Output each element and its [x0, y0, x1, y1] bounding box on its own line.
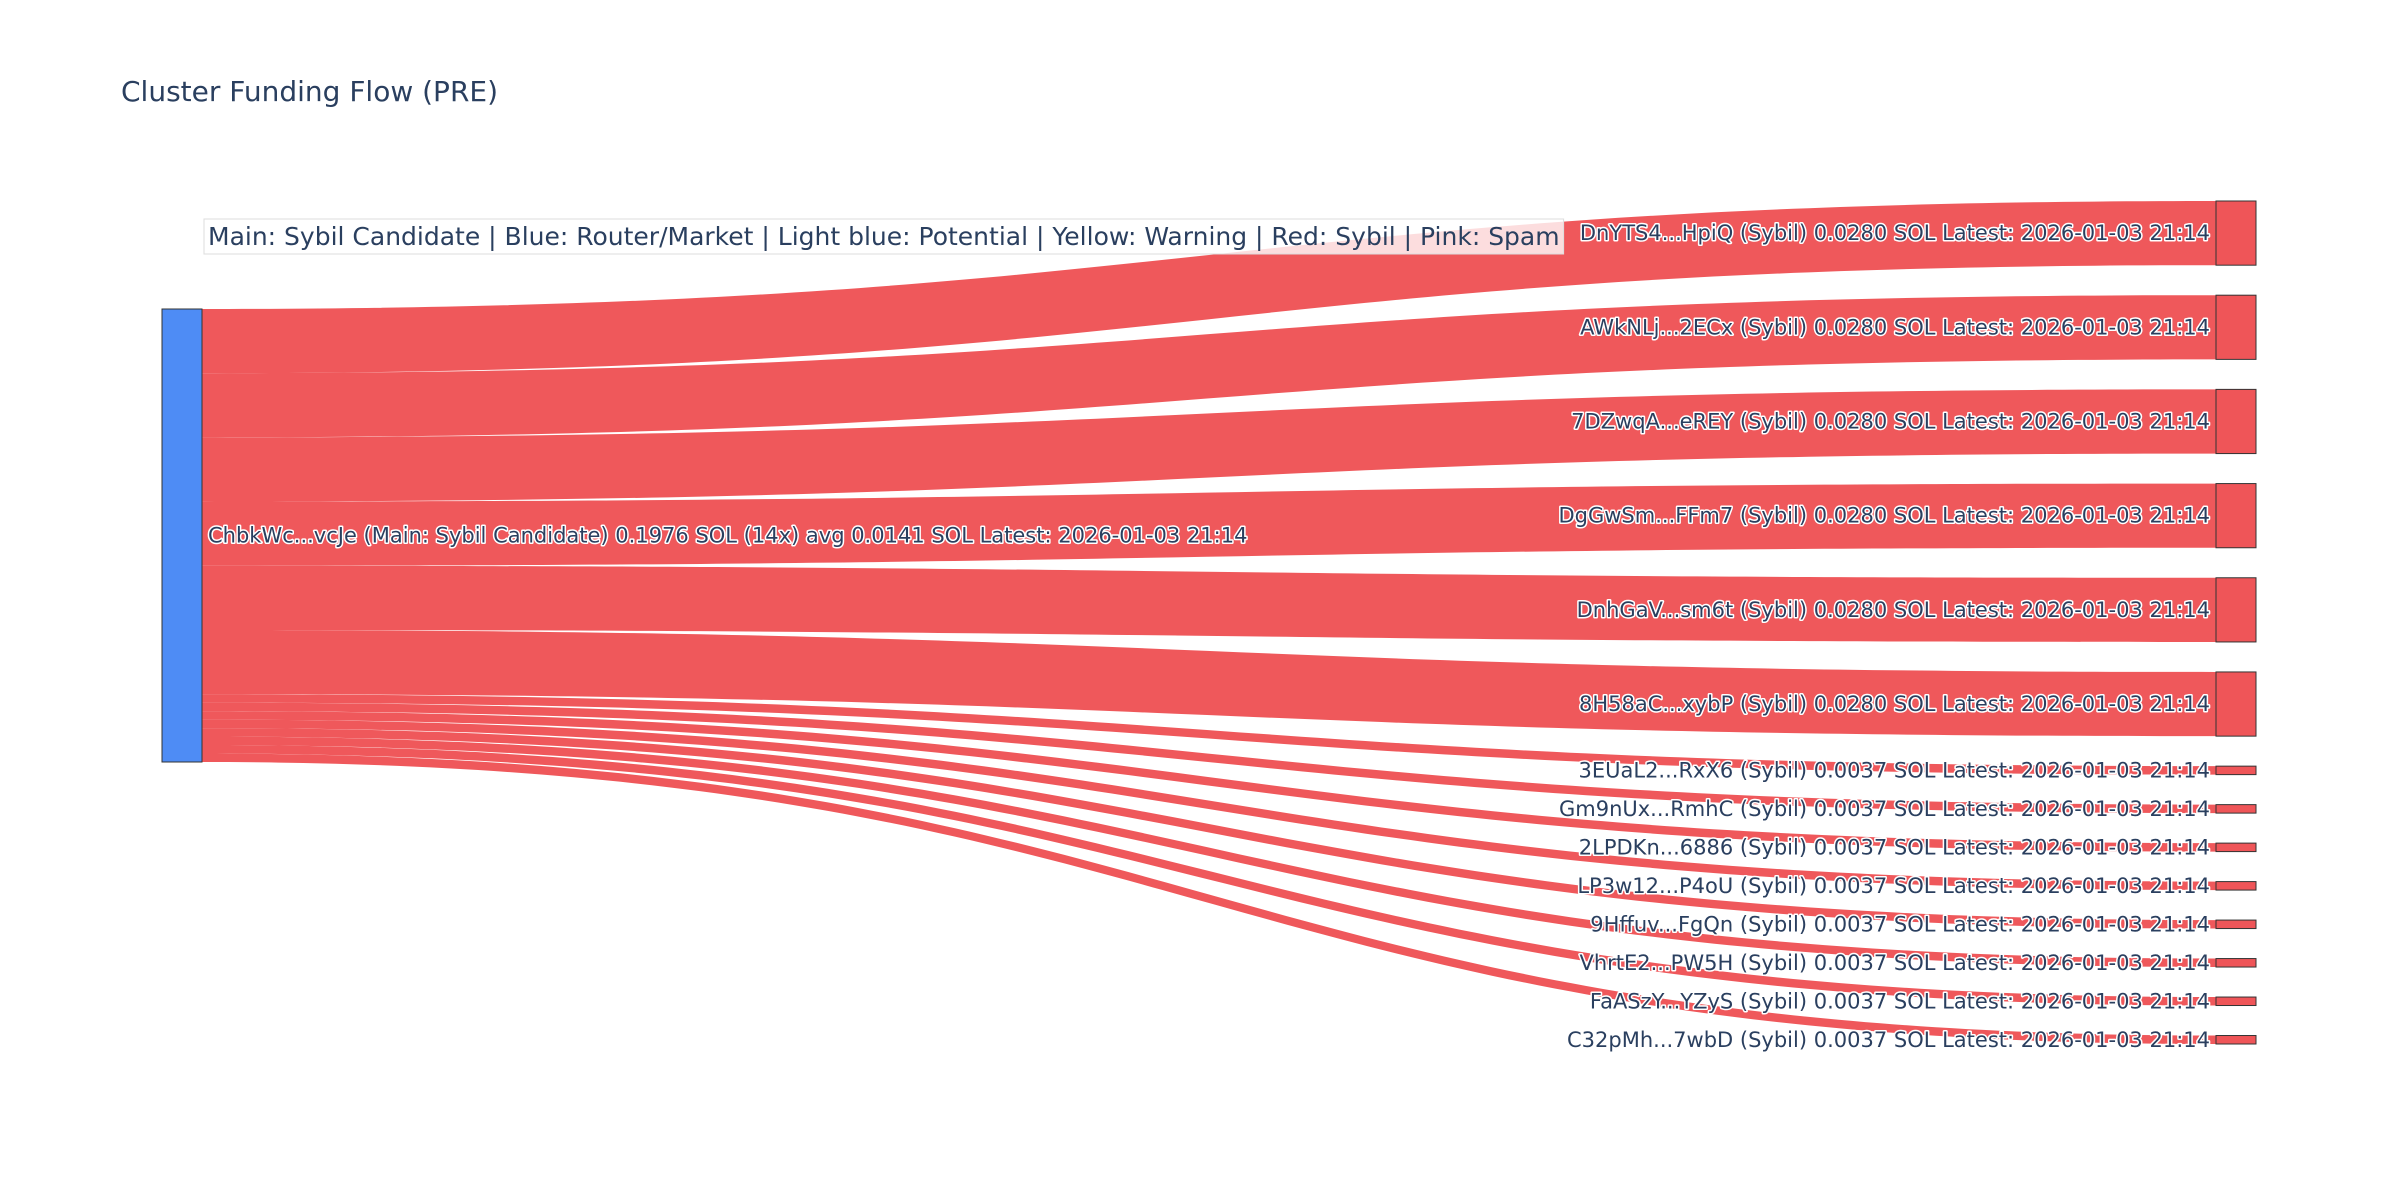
flow-link-c32pmh7wbd[interactable] [202, 753, 2216, 1044]
flow-link-vhrte2pw5h[interactable] [202, 736, 2216, 968]
target-node-7dzwqaerey[interactable] [2215, 388, 2257, 455]
target-node-label: FaASzY...YZyS (Sybil) 0.0037 SOL Latest:… [1590, 989, 2210, 1013]
labels-layer: ChbkWc...vcJe (Main: Sybil Candidate) 0.… [207, 220, 2212, 1054]
flow-link-7dzwqaerey[interactable] [202, 389, 2216, 502]
flow-link-gm9nuxrmhc[interactable] [202, 702, 2216, 814]
target-node-2lpdkn6886[interactable] [2215, 842, 2257, 853]
target-node-dnhgavsm6t[interactable] [2215, 577, 2257, 643]
target-node-c32pmh7wbd[interactable] [2215, 1035, 2257, 1045]
flow-link-awknlj2ecx[interactable] [202, 295, 2216, 438]
target-node-awknlj2ecx[interactable] [2215, 294, 2257, 360]
target-node-lp3w12p4ou[interactable] [2215, 881, 2257, 891]
target-node-label: DgGwSm...FFm7 (Sybil) 0.0280 SOL Latest:… [1558, 504, 2210, 528]
flow-link-dnhgavsm6t[interactable] [202, 565, 2216, 642]
legend-annotation-box [203, 218, 1565, 255]
flow-link-3eual2rxx6[interactable] [202, 694, 2216, 775]
source-node-chbkwcvcje[interactable] [161, 308, 203, 763]
flow-link-dggwsmffm7[interactable] [202, 483, 2216, 566]
chart-title: Cluster Funding Flow (PRE) [121, 75, 498, 108]
target-node-label: Gm9nUx...RmhC (Sybil) 0.0037 SOL Latest:… [1559, 797, 2210, 821]
nodes-layer [161, 200, 2257, 1045]
target-node-dnyts4hpiq[interactable] [2215, 200, 2257, 266]
flow-link-8h58acxybp[interactable] [202, 629, 2216, 737]
target-node-3eual2rxx6[interactable] [2215, 765, 2257, 776]
flow-link-dnyts4hpiq[interactable] [202, 201, 2216, 374]
target-node-8h58acxybp[interactable] [2215, 671, 2257, 737]
target-node-label: AWkNLj...2ECx (Sybil) 0.0280 SOL Latest:… [1580, 315, 2210, 339]
target-node-label: VhrtE2...PW5H (Sybil) 0.0037 SOL Latest:… [1579, 951, 2210, 975]
target-node-faaszyyzys[interactable] [2215, 996, 2257, 1007]
target-node-label: C32pMh...7wbD (Sybil) 0.0037 SOL Latest:… [1567, 1028, 2210, 1052]
flow-link-9hffuvfgqn[interactable] [202, 728, 2216, 929]
target-node-dggwsmffm7[interactable] [2215, 483, 2257, 549]
links-layer [202, 201, 2216, 1044]
target-node-9hffuvfgqn[interactable] [2215, 919, 2257, 930]
source-node-label: ChbkWc...vcJe (Main: Sybil Candidate) 0.… [208, 524, 1247, 548]
flow-link-faaszyyzys[interactable] [202, 745, 2216, 1006]
target-node-vhrte2pw5h[interactable] [2215, 958, 2257, 968]
target-node-label: DnhGaV...sm6t (Sybil) 0.0280 SOL Latest:… [1577, 598, 2210, 622]
flow-link-lp3w12p4ou[interactable] [202, 719, 2216, 891]
legend-annotation: Main: Sybil Candidate | Blue: Router/Mar… [203, 218, 1565, 255]
target-node-label: 2LPDKn...6886 (Sybil) 0.0037 SOL Latest:… [1579, 835, 2210, 859]
target-node-label: DnYTS4...HpiQ (Sybil) 0.0280 SOL Latest:… [1580, 221, 2210, 245]
flow-link-2lpdkn6886[interactable] [202, 711, 2216, 852]
target-node-label: 3EUaL2...RxX6 (Sybil) 0.0037 SOL Latest:… [1579, 758, 2211, 782]
target-node-label: 9Hffuv...FgQn (Sybil) 0.0037 SOL Latest:… [1590, 912, 2210, 936]
legend-annotation-text: Main: Sybil Candidate | Blue: Router/Mar… [208, 222, 1560, 251]
target-node-label: 8H58aC...xybP (Sybil) 0.0280 SOL Latest:… [1579, 692, 2210, 716]
target-node-gm9nuxrmhc[interactable] [2215, 804, 2257, 814]
target-node-label: 7DZwqA...eREY (Sybil) 0.0280 SOL Latest:… [1571, 409, 2210, 433]
target-node-label: LP3w12...P4oU (Sybil) 0.0037 SOL Latest:… [1577, 874, 2210, 898]
